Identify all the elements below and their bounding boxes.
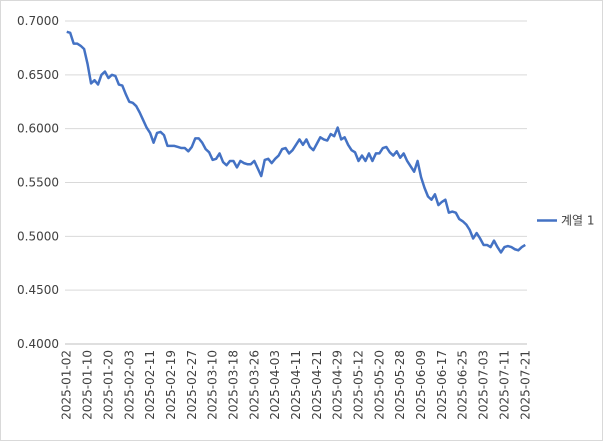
x-tick-label: 2025-07-11 xyxy=(497,350,511,420)
x-tick-label: 2025-04-29 xyxy=(331,350,345,420)
x-tick-label: 2025-03-26 xyxy=(247,350,261,420)
x-tick-label: 2025-03-18 xyxy=(226,350,240,420)
x-tick-label: 2025-02-11 xyxy=(143,350,157,420)
y-tick-label: 0.4000 xyxy=(17,337,59,351)
y-tick-label: 0.6500 xyxy=(17,68,59,82)
x-tick-label: 2025-04-11 xyxy=(289,350,303,420)
y-tick-label: 0.6000 xyxy=(17,122,59,136)
y-tick-label: 0.5500 xyxy=(17,176,59,190)
x-tick-label: 2025-04-21 xyxy=(310,350,324,420)
series-line xyxy=(66,30,526,254)
legend-label: 계열 1 xyxy=(561,214,595,228)
x-tick-label: 2025-05-12 xyxy=(352,350,366,420)
x-tick-label: 2025-01-20 xyxy=(101,350,115,420)
x-tick-label: 2025-01-10 xyxy=(81,350,95,420)
y-tick-label: 0.5000 xyxy=(17,229,59,243)
x-tick-label: 2025-05-20 xyxy=(372,350,386,420)
x-tick-label: 2025-06-17 xyxy=(435,350,449,420)
x-tick-label: 2025-06-09 xyxy=(414,350,428,420)
y-tick-label: 0.7000 xyxy=(17,14,59,28)
x-tick-label: 2025-02-19 xyxy=(164,350,178,420)
y-tick-label: 0.4500 xyxy=(17,283,59,297)
x-tick-label: 2025-06-25 xyxy=(456,350,470,420)
x-tick-label: 2025-05-28 xyxy=(393,350,407,420)
x-tick-label: 2025-01-02 xyxy=(60,350,74,420)
x-tick-label: 2025-03-10 xyxy=(206,350,220,420)
x-tick-label: 2025-02-03 xyxy=(122,350,136,420)
x-tick-label: 2025-07-21 xyxy=(518,350,532,420)
x-tick-label: 2025-04-03 xyxy=(268,350,282,420)
x-tick-label: 2025-02-27 xyxy=(185,350,199,420)
x-tick-label: 2025-07-03 xyxy=(477,350,491,420)
